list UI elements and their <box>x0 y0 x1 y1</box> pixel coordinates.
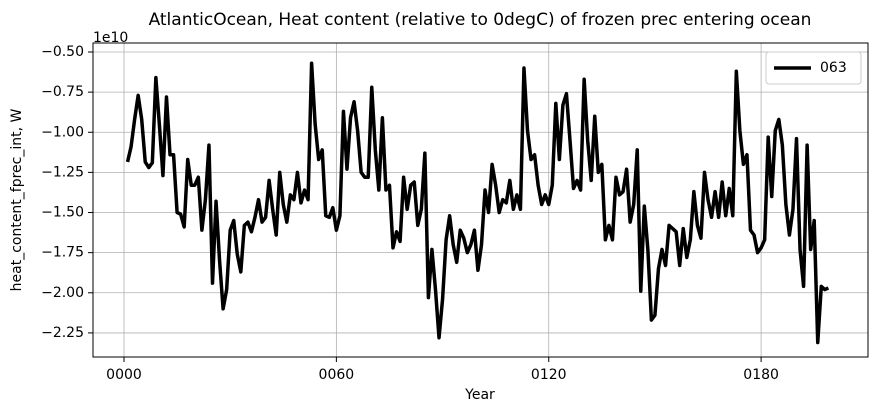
x-tick-label: 0120 <box>531 367 567 383</box>
legend-label: 063 <box>820 60 847 76</box>
legend-box <box>765 51 862 85</box>
y-tick-label: −1.25 <box>41 164 84 180</box>
y-tick-label: −2.25 <box>41 325 84 341</box>
x-tick-label: 0000 <box>106 367 142 383</box>
chart-title: AtlanticOcean, Heat content (relative to… <box>149 10 812 30</box>
x-tick-label: 0060 <box>319 367 355 383</box>
plot-frame <box>92 42 869 358</box>
x-tick-label: 0180 <box>743 367 779 383</box>
y-tick-label: −0.50 <box>41 44 84 60</box>
y-tick-label: −1.50 <box>41 205 84 221</box>
y-tick-label: −1.00 <box>41 124 84 140</box>
y-tick-label: −2.00 <box>41 285 84 301</box>
y-tick-label: −0.75 <box>41 84 84 100</box>
x-axis-label: Year <box>464 387 495 403</box>
y-axis-label: heat_content_fprec_int, W <box>9 108 25 291</box>
data-line <box>125 61 830 345</box>
offset-text: 1e10 <box>93 30 128 46</box>
y-tick-label: −1.75 <box>41 245 84 261</box>
